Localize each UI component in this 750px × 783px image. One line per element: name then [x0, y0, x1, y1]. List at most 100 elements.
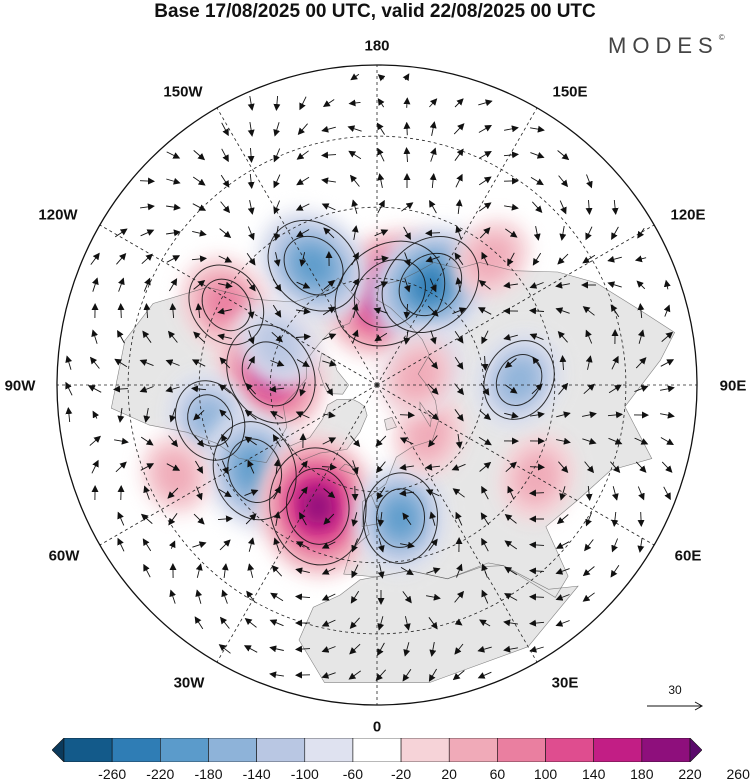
wind-arrow	[403, 278, 411, 293]
wind-arrow	[428, 668, 437, 682]
wind-arrow	[557, 330, 568, 343]
meridian-line	[216, 384, 378, 663]
colorbar	[52, 738, 702, 762]
wind-arrow	[531, 383, 543, 395]
wind-arrow	[451, 463, 466, 471]
wind-arrow	[403, 642, 411, 657]
wind-arrow	[556, 411, 571, 419]
copyright-mark: ©	[718, 33, 725, 42]
wind-arrow	[245, 383, 257, 395]
wind-arrow	[637, 303, 645, 319]
wind-arrow	[166, 203, 181, 211]
wind-arrow	[429, 511, 437, 526]
wind-arrow	[429, 642, 437, 657]
wind-arrow	[454, 383, 465, 396]
wind-arrow	[325, 382, 333, 396]
colorbar-tick-label: 20	[441, 766, 457, 782]
wind-arrow	[608, 437, 623, 445]
wind-arrow	[607, 255, 622, 263]
colorbar-bin	[111, 738, 161, 762]
anomaly-positive	[499, 433, 575, 522]
wind-arrow	[297, 123, 308, 136]
wind-arrow	[507, 252, 515, 267]
wind-arrow	[270, 592, 284, 602]
wind-arrow	[295, 645, 311, 653]
wind-arrow	[376, 122, 385, 135]
wind-arrow	[402, 512, 412, 525]
wind-arrow	[321, 463, 337, 471]
wind-arrow	[585, 199, 593, 215]
colorbar-min-extend	[52, 738, 65, 762]
wind-arrow	[559, 226, 567, 241]
wind-arrow	[663, 304, 671, 317]
wind-arrow	[295, 541, 310, 549]
wind-arrow	[191, 255, 207, 263]
contour-layer	[174, 219, 555, 566]
wind-arrow	[635, 357, 647, 369]
wind-arrow	[114, 437, 129, 445]
lon-label-30w: 30W	[173, 674, 205, 692]
wind-arrow	[140, 229, 155, 237]
wind-arrow	[247, 200, 255, 215]
contour-line	[283, 235, 344, 296]
colorbar-tick-label: -140	[242, 766, 271, 782]
colorbar-bin	[545, 738, 594, 762]
wind-arrow	[192, 229, 207, 237]
wind-arrow	[352, 460, 359, 475]
wind-arrow	[299, 96, 307, 111]
wind-arrow	[529, 333, 544, 341]
wind-arrow	[663, 486, 671, 501]
wind-arrow	[399, 489, 415, 497]
colorbar-tick-label: 180	[630, 766, 654, 782]
wind-arrow	[529, 489, 545, 497]
wind-arrow	[479, 410, 492, 421]
wind-arrow	[399, 411, 415, 419]
colorbar-tick-label: 260	[726, 766, 750, 782]
wind-arrow	[349, 643, 361, 655]
colorbar-tick-label: -180	[194, 766, 223, 782]
wind-arrow	[429, 173, 437, 189]
wind-arrow	[558, 382, 569, 395]
wind-arrow	[559, 200, 567, 215]
wind-arrow	[375, 461, 386, 474]
wind-arrow	[117, 511, 125, 526]
wind-arrow	[273, 174, 281, 189]
wind-arrow	[428, 538, 438, 551]
wind-arrow	[321, 619, 336, 627]
wind-arrow	[321, 203, 336, 211]
wind-arrow	[454, 618, 463, 626]
wind-arrow	[611, 511, 619, 527]
wind-arrow	[427, 410, 439, 421]
colorbar-tick-label: -260	[98, 766, 127, 782]
wind-arrow	[167, 330, 178, 343]
wind-arrow	[401, 202, 414, 212]
wind-arrow	[660, 437, 674, 445]
wind-arrow	[220, 174, 230, 188]
wind-arrow	[247, 304, 255, 319]
colorbar-bin	[63, 738, 113, 762]
wind-arrow	[65, 381, 73, 396]
wind-arrow	[194, 616, 204, 630]
colorbar-bin	[641, 738, 691, 762]
wind-arrow	[273, 252, 281, 267]
wind-arrow	[272, 278, 282, 292]
wind-arrow	[323, 488, 336, 499]
wind-arrow	[507, 485, 515, 500]
wind-arrow	[299, 382, 306, 397]
wind-arrow	[585, 512, 593, 527]
wind-arrow	[193, 513, 205, 525]
wind-arrow	[478, 279, 491, 290]
anomaly-positive	[140, 434, 211, 515]
anomaly-positive	[381, 335, 457, 418]
wind-arrow	[92, 277, 99, 292]
anomaly-level	[205, 283, 247, 327]
wind-arrow	[139, 359, 154, 367]
wind-arrow	[117, 303, 125, 319]
anomaly-positive	[452, 218, 530, 298]
lon-label-150w: 150W	[163, 83, 203, 101]
wind-arrow	[429, 200, 437, 214]
wind-arrow	[636, 280, 646, 290]
wind-arrow	[555, 620, 570, 627]
wind-arrow	[429, 121, 437, 136]
wind-arrow	[452, 670, 465, 681]
